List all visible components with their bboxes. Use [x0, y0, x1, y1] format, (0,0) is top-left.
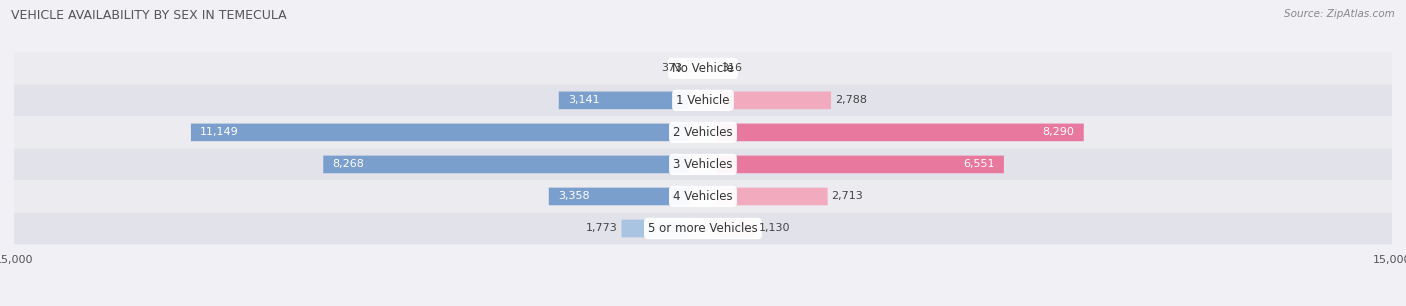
FancyBboxPatch shape	[686, 59, 689, 77]
Text: 11,149: 11,149	[200, 127, 239, 137]
Text: 2 Vehicles: 2 Vehicles	[673, 126, 733, 139]
FancyBboxPatch shape	[717, 156, 1004, 173]
FancyBboxPatch shape	[14, 84, 1392, 116]
Text: 1,773: 1,773	[586, 223, 617, 233]
FancyBboxPatch shape	[717, 220, 755, 237]
Text: 5 or more Vehicles: 5 or more Vehicles	[648, 222, 758, 235]
FancyBboxPatch shape	[14, 181, 1392, 212]
Text: VEHICLE AVAILABILITY BY SEX IN TEMECULA: VEHICLE AVAILABILITY BY SEX IN TEMECULA	[11, 9, 287, 22]
Text: No Vehicle: No Vehicle	[672, 62, 734, 75]
Text: 8,290: 8,290	[1043, 127, 1074, 137]
Text: 8,268: 8,268	[332, 159, 364, 170]
FancyBboxPatch shape	[14, 149, 1392, 180]
Text: 1,130: 1,130	[759, 223, 790, 233]
Text: Source: ZipAtlas.com: Source: ZipAtlas.com	[1284, 9, 1395, 19]
Text: 3 Vehicles: 3 Vehicles	[673, 158, 733, 171]
Text: 3,141: 3,141	[568, 95, 599, 105]
FancyBboxPatch shape	[717, 91, 831, 109]
FancyBboxPatch shape	[717, 188, 828, 205]
FancyBboxPatch shape	[14, 117, 1392, 148]
Text: 2,788: 2,788	[835, 95, 866, 105]
Text: 4 Vehicles: 4 Vehicles	[673, 190, 733, 203]
Text: 316: 316	[721, 63, 742, 73]
Text: 373: 373	[661, 63, 682, 73]
FancyBboxPatch shape	[558, 91, 689, 109]
Text: 6,551: 6,551	[963, 159, 994, 170]
FancyBboxPatch shape	[548, 188, 689, 205]
FancyBboxPatch shape	[323, 156, 689, 173]
FancyBboxPatch shape	[621, 220, 689, 237]
Text: 1 Vehicle: 1 Vehicle	[676, 94, 730, 107]
FancyBboxPatch shape	[191, 124, 689, 141]
FancyBboxPatch shape	[14, 52, 1392, 84]
FancyBboxPatch shape	[14, 213, 1392, 244]
FancyBboxPatch shape	[717, 124, 1084, 141]
Text: 2,713: 2,713	[831, 192, 863, 201]
Text: 3,358: 3,358	[558, 192, 589, 201]
